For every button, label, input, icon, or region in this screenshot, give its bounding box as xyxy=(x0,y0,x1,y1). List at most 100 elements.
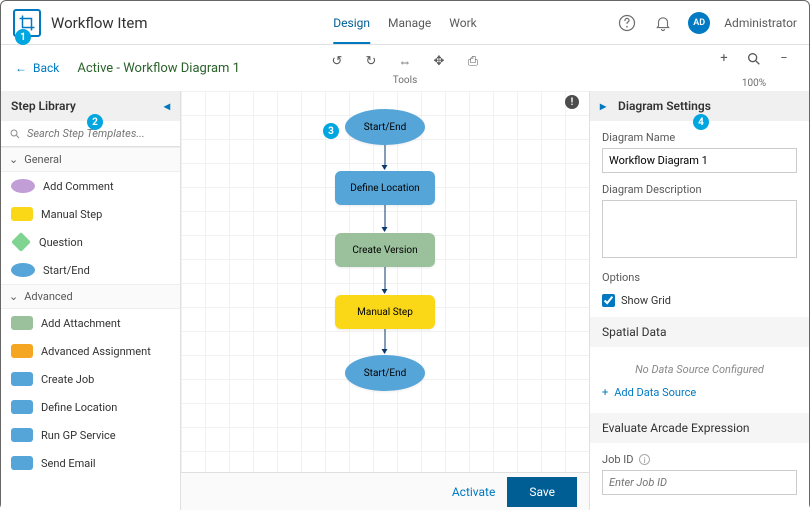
callout-3: 3 xyxy=(323,123,339,139)
step-shape-icon xyxy=(11,263,35,277)
step-template-label: Add Comment xyxy=(43,180,114,193)
flow-node-cver[interactable]: Create Version xyxy=(335,233,435,267)
canvas-wrap: ! Start/End Define Location Create Version… xyxy=(181,91,589,510)
step-template-item[interactable]: Define Location xyxy=(1,393,180,421)
step-template-item[interactable]: Add Comment xyxy=(1,172,180,200)
step-template-label: Define Location xyxy=(41,401,117,414)
step-template-item[interactable]: Question xyxy=(1,228,180,256)
diagram-title: Active - Workflow Diagram 1 xyxy=(77,61,240,76)
callout-2: 2 xyxy=(87,114,103,130)
step-template-item[interactable]: Advanced Assignment xyxy=(1,337,180,365)
flow-arrow xyxy=(385,267,386,293)
step-library-title: Step Library xyxy=(11,99,76,113)
step-library-panel: Step Library ◂ ⌄ General Add Comment Manu… xyxy=(1,91,181,510)
step-shape-icon xyxy=(11,316,33,330)
step-template-item[interactable]: Run GP Service xyxy=(1,421,180,449)
diagram-name-label: Diagram Name xyxy=(602,131,797,144)
callout-1: 1 xyxy=(15,29,31,45)
flow-node-start[interactable]: Start/End xyxy=(345,109,425,145)
step-template-label: Run GP Service xyxy=(41,429,116,442)
jobid-label: Job ID i xyxy=(602,453,797,466)
step-template-label: Manual Step xyxy=(41,208,102,221)
flow-node-manual[interactable]: Manual Step xyxy=(335,295,435,329)
tools-label: Tools xyxy=(326,75,484,86)
group-general[interactable]: ⌄ General xyxy=(1,147,180,172)
step-template-item[interactable]: Create Job xyxy=(1,365,180,393)
top-tabs: Design Manage Work xyxy=(333,2,476,44)
step-template-label: Add Attachment xyxy=(41,317,121,330)
step-template-label: Advanced Assignment xyxy=(41,345,151,358)
spatial-data-header: Spatial Data xyxy=(590,317,809,347)
help-icon[interactable] xyxy=(616,12,638,34)
center-icon[interactable]: ✥ xyxy=(428,51,450,73)
arrow-left-icon: ← xyxy=(15,61,27,75)
show-grid-row[interactable]: Show Grid xyxy=(602,288,797,307)
no-datasource-hint: No Data Source Configured xyxy=(602,357,797,382)
back-link[interactable]: ← Back xyxy=(15,61,59,75)
activate-button[interactable]: Activate xyxy=(452,485,496,499)
show-grid-checkbox[interactable] xyxy=(602,294,615,307)
zoom-pct: 100% xyxy=(742,78,766,89)
print-icon[interactable]: ⎙ xyxy=(462,51,484,73)
step-template-label: Send Email xyxy=(41,457,96,470)
fit-icon[interactable]: ⇔ xyxy=(394,51,416,73)
tools-group: ↺ ↻ ⇔ ✥ ⎙ Tools xyxy=(326,51,484,86)
top-bar: Workflow Item Design Manage Work AD Admi… xyxy=(1,1,809,45)
tab-work[interactable]: Work xyxy=(449,2,476,44)
step-template-item[interactable]: Manual Step xyxy=(1,200,180,228)
arcade-header: Evaluate Arcade Expression xyxy=(590,413,809,443)
tab-manage[interactable]: Manage xyxy=(388,2,431,44)
jobid-input[interactable] xyxy=(602,470,797,495)
main-area: Step Library ◂ ⌄ General Add Comment Manu… xyxy=(1,91,809,510)
app-title: Workflow Item xyxy=(51,14,147,32)
group-advanced[interactable]: ⌄ Advanced xyxy=(1,284,180,309)
add-data-source-link[interactable]: + Add Data Source xyxy=(602,382,797,403)
validation-errors-icon[interactable]: ! xyxy=(565,95,579,109)
group-general-label: General xyxy=(24,153,61,166)
step-shape-icon xyxy=(11,207,33,221)
chevron-down-icon: ⌄ xyxy=(9,153,18,166)
undo-icon[interactable]: ↺ xyxy=(326,51,348,73)
step-template-label: Create Job xyxy=(41,373,94,386)
step-template-item[interactable]: Send Email xyxy=(1,449,180,477)
diagram-settings-title: Diagram Settings xyxy=(618,99,711,113)
show-grid-label: Show Grid xyxy=(621,294,671,307)
info-icon[interactable]: i xyxy=(639,454,650,465)
flow-node-defloc[interactable]: Define Location xyxy=(335,171,435,205)
bell-icon[interactable] xyxy=(652,12,674,34)
step-template-label: Question xyxy=(39,236,83,249)
footer-bar: Activate Save xyxy=(181,472,589,510)
step-shape-icon xyxy=(11,372,33,386)
step-template-item[interactable]: Add Attachment xyxy=(1,309,180,337)
chevron-down-icon: ⌄ xyxy=(9,290,18,303)
zoom-out-icon[interactable]: − xyxy=(773,48,795,70)
avatar[interactable]: AD xyxy=(688,12,710,34)
search-icon xyxy=(9,128,21,140)
save-button[interactable]: Save xyxy=(507,477,577,507)
flow-arrow xyxy=(385,205,386,231)
collapse-right-icon[interactable]: ▸ xyxy=(600,99,606,113)
collapse-left-icon[interactable]: ◂ xyxy=(164,99,170,113)
diagram-desc-label: Diagram Description xyxy=(602,183,797,196)
options-label: Options xyxy=(602,271,797,284)
diagram-desc-input[interactable] xyxy=(602,200,797,258)
step-template-label: Start/End xyxy=(43,264,90,277)
step-shape-icon xyxy=(11,456,33,470)
magnifier-icon[interactable] xyxy=(743,48,765,70)
step-shape-icon xyxy=(11,179,35,193)
step-search-input[interactable] xyxy=(27,127,172,140)
diagram-canvas[interactable]: ! Start/End Define Location Create Version… xyxy=(181,91,589,472)
sub-bar: ← Back Active - Workflow Diagram 1 ↺ ↻ ⇔… xyxy=(1,45,809,91)
tab-design[interactable]: Design xyxy=(333,2,370,44)
step-shape-icon xyxy=(11,232,31,252)
diagram-name-input[interactable] xyxy=(602,148,797,173)
diagram-settings-panel: ▸ Diagram Settings Diagram Name Diagram … xyxy=(589,91,809,510)
plus-icon: + xyxy=(602,386,608,399)
redo-icon[interactable]: ↻ xyxy=(360,51,382,73)
flow-node-end[interactable]: Start/End xyxy=(345,355,425,391)
add-data-source-label: Add Data Source xyxy=(614,386,696,399)
flow-arrow xyxy=(385,329,386,353)
zoom-in-icon[interactable]: + xyxy=(713,48,735,70)
step-template-item[interactable]: Start/End xyxy=(1,256,180,284)
step-shape-icon xyxy=(11,428,33,442)
